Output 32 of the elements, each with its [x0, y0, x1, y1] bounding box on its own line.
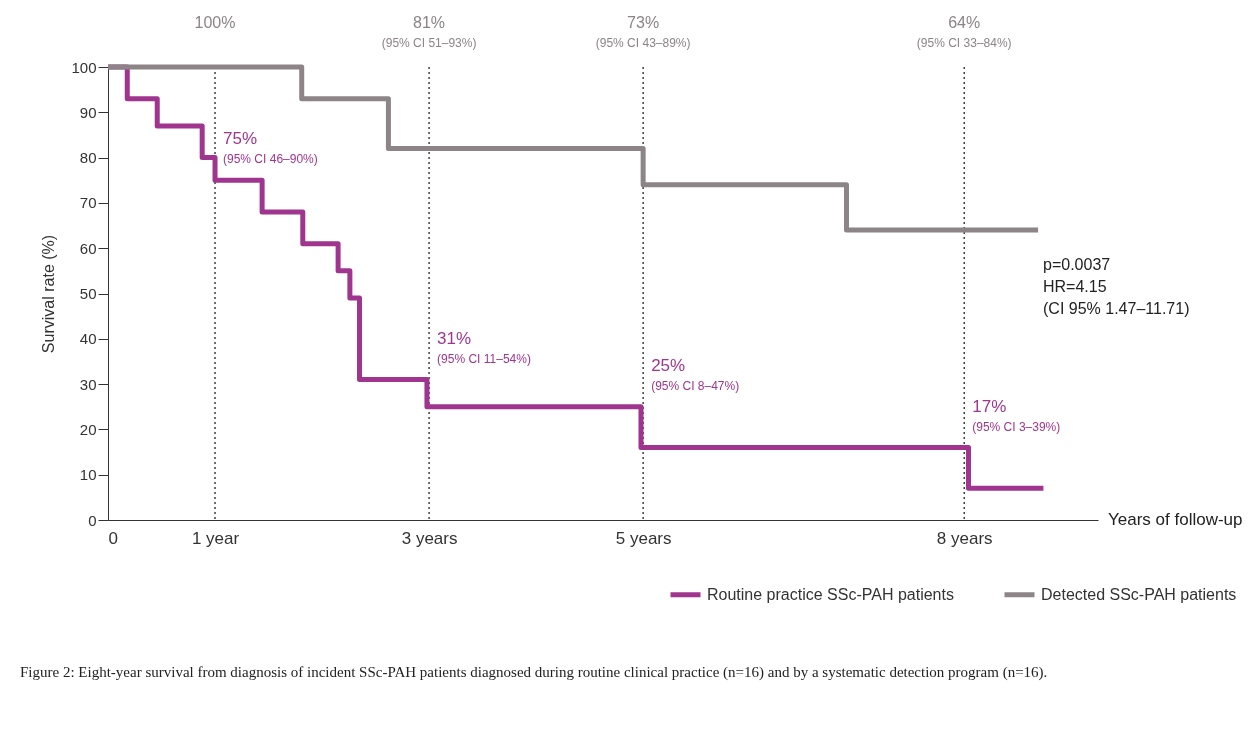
y-tick-label: 50	[79, 285, 97, 302]
y-tick-label: 90	[79, 103, 97, 121]
ref-line-label: 64% (95% CI 33–84%)	[916, 14, 1012, 50]
y-tick-label: 80	[79, 149, 97, 167]
x-tick-label: 5 years	[615, 528, 672, 548]
y-tick-label: 40	[79, 330, 97, 348]
x-axis-title: Years of follow-up	[1108, 510, 1243, 529]
annotation: 75% (95% CI 46–90%)	[223, 129, 318, 167]
ref-line-label: 100%	[194, 14, 236, 31]
annotation: HR=4.15	[1043, 278, 1107, 295]
y-tick-label: 0	[88, 511, 97, 529]
ref-line-label: 81% (95% CI 51–93%)	[381, 14, 477, 50]
annotation: 25% (95% CI 8–47%)	[651, 355, 740, 393]
text: Figure 2: Eight-year survival from diagnosis of incident SSc-PAH patients diagnosed during routine clinical practice (n=16) and by a systematic detection program (n=16).	[20, 663, 1049, 682]
x-tick-label: 8 years	[936, 528, 993, 548]
y-tick-label: 100	[71, 58, 97, 76]
y-axis-title: Survival rate (%)	[40, 234, 58, 354]
annotation: (CI 95% 1.47–11.71)	[1043, 300, 1190, 317]
y-tick-label: 60	[79, 239, 97, 257]
y-tick-label: 10	[79, 466, 97, 484]
annotation: p=0.0037	[1043, 256, 1111, 273]
annotation: 31% (95% CI 11–54%)	[437, 328, 531, 366]
legend-label: Detected SSc-PAH patients	[1041, 585, 1237, 603]
y-tick-label: 70	[79, 194, 97, 212]
x-tick-label: 3 years	[401, 528, 458, 548]
legend-label: Routine practice SSc-PAH patients	[707, 585, 954, 603]
annotation: 17% (95% CI 3–39%)	[972, 396, 1061, 434]
y-tick-label: 30	[79, 375, 97, 393]
y-tick-label: 20	[79, 420, 97, 438]
ref-line-label: 73% (95% CI 43–89%)	[595, 14, 691, 50]
x-tick-label: 0	[108, 528, 118, 548]
x-tick-label: 1 year	[191, 528, 240, 548]
